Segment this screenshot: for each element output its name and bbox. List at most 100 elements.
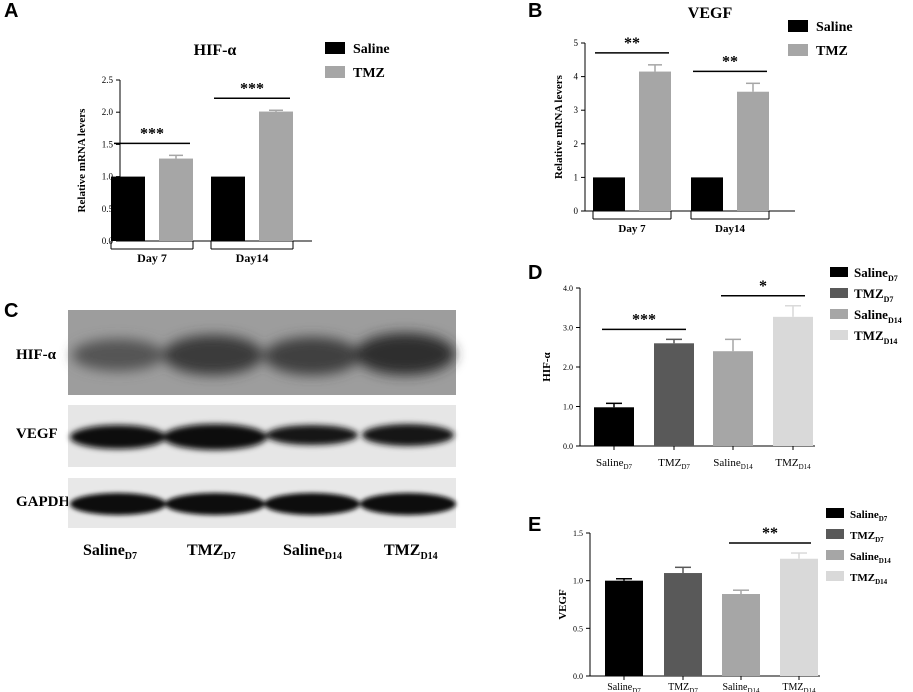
x-tick-label: TMZD14 [775,457,811,471]
y-tick-label: 0.5 [573,624,583,633]
y-axis-label: VEGF [557,589,569,620]
blot-band-vegf-lane1 [70,425,166,449]
significance-label: ** [624,35,640,52]
y-tick-label: 5 [574,38,579,48]
y-tick-label: 0.0 [563,442,573,451]
legend-label: TMZ [816,44,848,59]
y-tick-label: 0 [574,206,579,216]
blot-lane-label-3: SalineD14 [283,542,343,563]
x-tick-label: SalineD7 [596,457,633,471]
y-axis-label: Relative mRNA levers [553,74,565,179]
blot-row-label-gapdh: GAPDH [16,494,71,510]
y-axis-label: HIF-α [541,351,553,381]
legend-swatch [826,550,844,560]
x-tick-label: TMZD7 [668,682,698,692]
legend-swatch [830,330,848,340]
x-tick-label: TMZD7 [658,457,690,471]
legend-swatch [830,309,848,319]
chart-title: VEGF [688,5,733,22]
y-tick-label: 3 [574,105,579,115]
y-axis-label: Relative mRNA levers [76,108,88,213]
x-tick-label: TMZD14 [782,682,816,692]
blot-band-hif-lane3 [264,337,360,375]
legend-swatch [826,508,844,518]
bar [713,351,753,446]
blot-band-hif-lane4 [355,333,455,375]
chart-title: HIF-α [194,42,237,59]
blot-band-hif-lane1 [72,339,164,371]
bar [773,316,813,446]
legend-swatch [788,44,808,56]
y-tick-label: 0.0 [102,236,114,246]
legend-swatch [788,20,808,32]
blot-lane-label-4: TMZD14 [384,542,438,563]
blot-band-vegf-lane3 [266,425,358,445]
blot-band-vegf-lane2 [163,424,267,450]
blot-row-label-hif: HIF-α [16,347,57,363]
blot-band-vegf-lane4 [362,424,454,446]
blot-lane-label-2: TMZD7 [187,542,236,563]
panel-letter-d: D [528,262,543,284]
x-tick-label: SalineD14 [722,682,760,692]
bar [211,176,245,241]
bar [159,158,193,241]
blot-band-hif-lane2 [163,335,263,375]
bar [780,558,818,676]
bar [639,71,671,211]
y-tick-label: 2.0 [563,363,573,372]
blot-lane-label-1: SalineD7 [83,542,138,563]
legend-label: SalineD7 [854,265,898,283]
x-tick-label: SalineD14 [713,457,753,471]
blot-row-label-vegf: VEGF [16,426,58,442]
legend-swatch [830,288,848,298]
significance-label: *** [240,80,264,97]
x-tick-label: Day14 [715,223,745,235]
significance-label: ** [722,53,738,70]
bar [594,407,634,446]
legend-label: SalineD14 [850,551,891,565]
legend-label: Saline [816,20,853,35]
y-tick-label: 1.5 [102,139,114,149]
blot-band-gapdh-lane3 [264,493,360,515]
legend-label: SalineD7 [850,509,888,523]
bar [737,91,769,211]
legend-label: SalineD14 [854,307,902,325]
y-tick-label: 0.5 [102,204,114,214]
significance-label: *** [632,311,656,328]
legend-swatch [826,571,844,581]
legend-swatch [830,267,848,277]
y-tick-label: 4.0 [563,284,573,293]
legend-swatch [826,529,844,539]
y-tick-label: 1.0 [573,577,583,586]
y-tick-label: 1.5 [573,529,583,538]
panel-letter-c: C [4,300,19,322]
legend-label: TMZ [353,66,385,81]
legend-label: TMZD7 [854,286,893,304]
panel-letter-a: A [4,0,19,22]
y-tick-label: 1 [574,172,579,182]
legend-label: TMZD14 [854,328,897,346]
bar [722,594,760,676]
x-tick-label: SalineD7 [607,682,641,692]
y-tick-label: 0.0 [573,672,583,681]
blot-band-gapdh-lane1 [70,493,166,515]
panel-letter-e: E [528,514,542,536]
legend-swatch [325,42,345,54]
bar [654,343,694,446]
panel-letter-b: B [528,0,543,22]
bar [259,111,293,241]
y-tick-label: 2.5 [102,75,114,85]
bar [691,177,723,211]
blot-band-gapdh-lane2 [165,493,265,515]
x-tick-label: Day14 [236,251,269,265]
y-tick-label: 2 [574,139,579,149]
y-tick-label: 4 [574,72,579,82]
x-tick-label: Day 7 [137,251,167,265]
x-tick-label: Day 7 [618,223,646,235]
legend-label: TMZD7 [850,530,884,544]
